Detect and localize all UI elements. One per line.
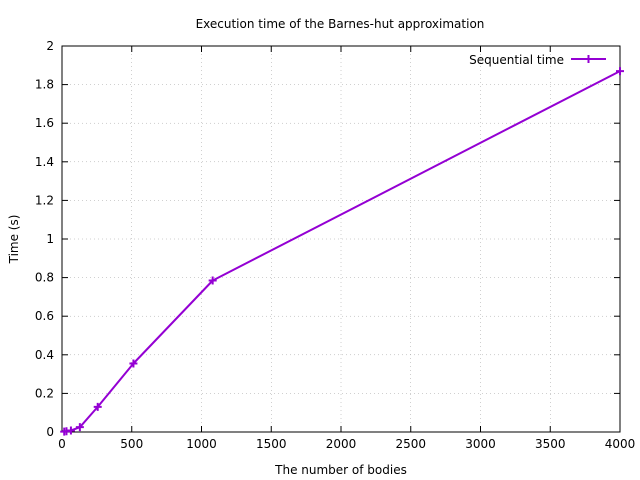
x-tick-label: 2500 bbox=[395, 437, 426, 451]
x-tick-label: 3500 bbox=[535, 437, 566, 451]
y-tick-label: 0.6 bbox=[35, 309, 54, 323]
y-tick-label: 0.8 bbox=[35, 271, 54, 285]
data-point-marker bbox=[75, 423, 84, 432]
x-tick-label: 500 bbox=[120, 437, 143, 451]
y-tick-label: 1.2 bbox=[35, 193, 54, 207]
y-tick-label: 1.4 bbox=[35, 155, 54, 169]
y-axis-label: Time (s) bbox=[7, 215, 21, 265]
series-layer bbox=[60, 67, 624, 436]
data-point-marker bbox=[93, 402, 102, 411]
x-tick-label: 2000 bbox=[326, 437, 357, 451]
y-tick-label: 1 bbox=[46, 232, 54, 246]
x-tick-label: 1500 bbox=[256, 437, 287, 451]
data-point-marker bbox=[208, 276, 217, 285]
series-line bbox=[64, 70, 621, 433]
x-tick-label: 3000 bbox=[465, 437, 496, 451]
grid bbox=[62, 46, 620, 432]
x-tick-label: 4000 bbox=[605, 437, 636, 451]
y-tick-label: 1.8 bbox=[35, 78, 54, 92]
legend-marker bbox=[584, 55, 593, 63]
legend: Sequential time bbox=[469, 53, 606, 67]
y-tick-label: 0.2 bbox=[35, 386, 54, 400]
chart-title: Execution time of the Barnes-hut approxi… bbox=[196, 17, 485, 31]
y-tick-label: 1.6 bbox=[35, 116, 54, 130]
y-tick-label: 0 bbox=[46, 425, 54, 439]
x-axis-label: The number of bodies bbox=[274, 463, 407, 477]
y-tick-label: 2 bbox=[46, 39, 54, 53]
data-point-marker bbox=[616, 67, 624, 76]
y-tick-label: 0.4 bbox=[35, 348, 54, 362]
x-tick-label: 0 bbox=[58, 437, 66, 451]
x-tick-label: 1000 bbox=[186, 437, 217, 451]
data-point-marker bbox=[129, 359, 138, 368]
axis-ticks: 0 500 1000 1500 2000 2500 3000 3500 4000 0 0.2 0.4 0… bbox=[35, 39, 635, 451]
legend-label: Sequential time bbox=[469, 53, 564, 67]
data-point-marker bbox=[66, 426, 75, 435]
